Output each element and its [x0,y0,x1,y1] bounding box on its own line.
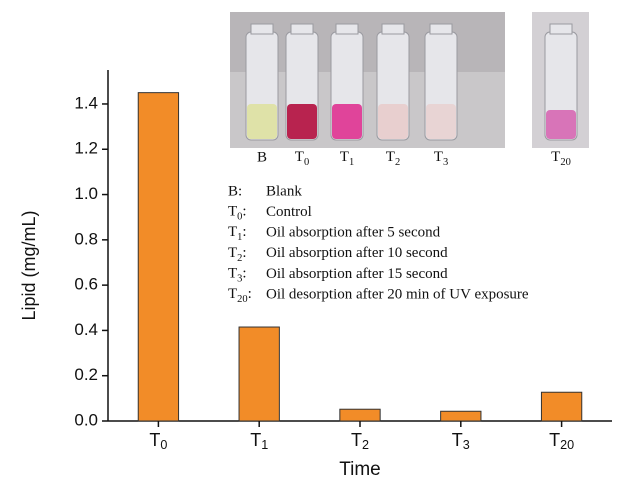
legend-text: Oil desorption after 20 min of UV exposu… [266,286,529,302]
legend-text: Oil absorption after 10 second [266,245,448,261]
legend-key: T20: [228,286,252,305]
legend-key: T3: [228,266,247,285]
legend-key: T2: [228,245,247,264]
photo-label: T0 [295,149,309,168]
x-tick-label: T0 [149,430,167,453]
x-tick-label: T3 [452,430,470,453]
bar [137,92,180,422]
bar [540,391,583,422]
x-tick-label: T20 [549,430,574,453]
photo-label: T2 [386,149,400,168]
legend-key: T1: [228,225,247,244]
y-tick-label: 1.0 [74,184,98,203]
legend-text: Oil absorption after 15 second [266,266,448,282]
bar [339,408,381,422]
x-axis-label: Time [339,459,381,480]
bar [238,326,280,422]
photo-label: T1 [340,149,354,168]
y-tick-label: 0.0 [74,410,98,429]
photo-inset [230,12,589,148]
legend-text: Oil absorption after 5 second [266,225,441,241]
legend-key: B: [228,183,242,199]
bar [440,410,482,422]
legend-text: Control [266,204,312,220]
photo-label: T20 [551,149,571,168]
photo-label: B [257,149,267,165]
x-tick-label: T1 [250,430,268,453]
y-tick-label: 0.2 [74,365,98,384]
legend-text: Blank [266,183,302,199]
x-tick-label: T2 [351,430,369,453]
y-tick-label: 0.8 [74,229,98,248]
y-tick-label: 1.2 [74,139,98,158]
y-tick-label: 1.4 [74,93,98,112]
y-tick-label: 0.6 [74,275,98,294]
legend-key: T0: [228,204,247,223]
photo-label: T3 [434,149,448,168]
y-tick-label: 0.4 [74,320,98,339]
y-axis-label: Lipid (mg/mL) [19,210,39,320]
